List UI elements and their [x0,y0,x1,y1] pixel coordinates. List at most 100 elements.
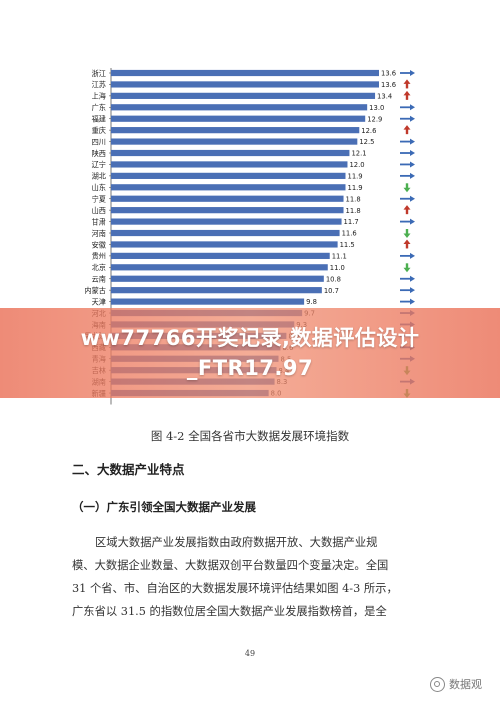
bar [111,127,360,134]
page-number: 49 [244,649,256,658]
category-label: 重庆 [92,126,106,135]
trend-arrow-down-head [403,267,411,273]
value-label: 11.1 [332,252,347,260]
category-label: 山西 [92,206,106,215]
trend-arrow-up [405,83,409,89]
value-label: 12.1 [351,150,366,158]
bar [111,241,338,248]
section-title: 二、大数据产业特点 [72,462,185,477]
value-label: 10.7 [324,287,339,295]
trend-arrow-flat-head [410,70,415,76]
trend-arrow-up [405,129,409,135]
category-label: 辽宁 [92,160,106,169]
trend-arrow-flat-head [410,287,415,294]
value-label: 12.9 [367,115,382,123]
category-label: 广东 [92,103,106,112]
bar [111,161,348,168]
bar [111,81,379,88]
value-label: 11.9 [348,184,363,192]
paragraph-line: 模、大数据企业数量、大数据双创平台数量四个变量决定。全国 [72,559,389,572]
category-label: 江苏 [92,80,106,89]
bar [111,207,344,214]
trend-arrow-up [405,94,409,100]
trend-arrow-flat-head [410,195,415,202]
category-label: 福建 [92,115,106,124]
trend-arrow-down-head [403,233,411,239]
category-label: 甘肃 [92,217,106,226]
category-label: 北京 [92,263,106,272]
watermark-text: 数据观 [449,678,482,691]
category-label: 四川 [92,137,106,146]
category-label: 山东 [92,183,106,192]
figure-caption: 图 4-2 全国各省市大数据发展环境指数 [150,429,350,443]
trend-arrow-down [405,183,409,189]
category-label: 天津 [92,297,106,306]
value-label: 12.6 [361,127,376,135]
value-label: 13.6 [381,81,396,89]
trend-arrow-flat-head [410,150,415,157]
value-label: 11.8 [346,207,361,215]
bar [111,218,342,225]
trend-arrow-flat-head [410,104,415,111]
value-label: 11.9 [348,172,363,180]
trend-arrow-flat-head [410,172,415,179]
category-label: 上海 [92,92,106,101]
trend-arrow-flat-head [410,252,415,259]
bar [111,172,346,179]
value-label: 9.8 [306,298,317,306]
trend-arrow-up [405,209,409,215]
trend-arrow-flat-head [410,115,415,122]
trend-arrow-down-head [403,187,411,193]
wechat-icon [430,676,445,692]
trend-arrow-up-head [403,79,411,84]
value-label: 11.0 [330,264,345,272]
trend-arrow-flat-head [410,218,415,225]
trend-arrow-up-head [403,125,411,130]
trend-arrow-flat-head [410,161,415,168]
category-label: 湖北 [92,172,106,181]
banner-text: ww77766开奖记录,数据评估设计_FTR17.97 [80,326,420,380]
value-label: 11.5 [340,241,355,249]
bar [111,298,305,305]
bar [111,69,379,77]
trend-arrow-up-head [403,239,411,244]
trend-arrow-down [405,263,409,269]
trend-arrow-up-head [403,205,411,210]
trend-arrow-up-head [403,90,411,96]
value-label: 13.6 [381,70,396,78]
paragraph-line: 31 个省、市、自治区的大数据发展环境评估结果如图 4-3 所示， [72,582,398,595]
overlay-banner: ww77766开奖记录,数据评估设计_FTR17.97 [0,308,500,398]
bar [111,149,350,157]
bar [111,264,328,271]
category-label: 内蒙古 [84,286,106,295]
watermark: 数据观 [430,676,482,692]
bar [111,195,344,202]
subsection-title: （一）广东引领全国大数据产业发展 [72,500,256,514]
value-label: 10.8 [326,275,341,283]
category-label: 宁夏 [92,195,106,204]
bar [111,252,330,259]
category-label: 陕西 [92,149,106,158]
body-paragraph: 区域大数据产业发展指数由政府数据开放、大数据产业规 模、大数据企业数量、大数据双… [72,531,442,623]
trend-arrow-flat-head [410,275,415,282]
trend-arrow-down [405,229,409,235]
value-label: 12.5 [359,138,374,146]
paragraph-line: 区域大数据产业发展指数由政府数据开放、大数据产业规 [95,536,378,549]
value-label: 11.7 [344,218,359,226]
value-label: 11.8 [346,195,361,203]
bar [111,104,368,111]
value-label: 12.0 [349,161,364,169]
bar [111,115,366,122]
category-label: 云南 [92,275,106,284]
bar [111,229,340,237]
category-label: 安徽 [92,240,107,249]
value-label: 13.4 [377,92,392,100]
bar [111,275,324,282]
bar [111,92,376,99]
trend-arrow-up [405,243,409,249]
bar [111,138,358,145]
category-label: 浙江 [92,69,106,78]
category-label: 贵州 [92,252,106,261]
paragraph-line: 广东省以 31.5 的指数位居全国大数据产业发展指数榜首，是全 [72,605,387,618]
category-label: 河南 [92,229,106,238]
